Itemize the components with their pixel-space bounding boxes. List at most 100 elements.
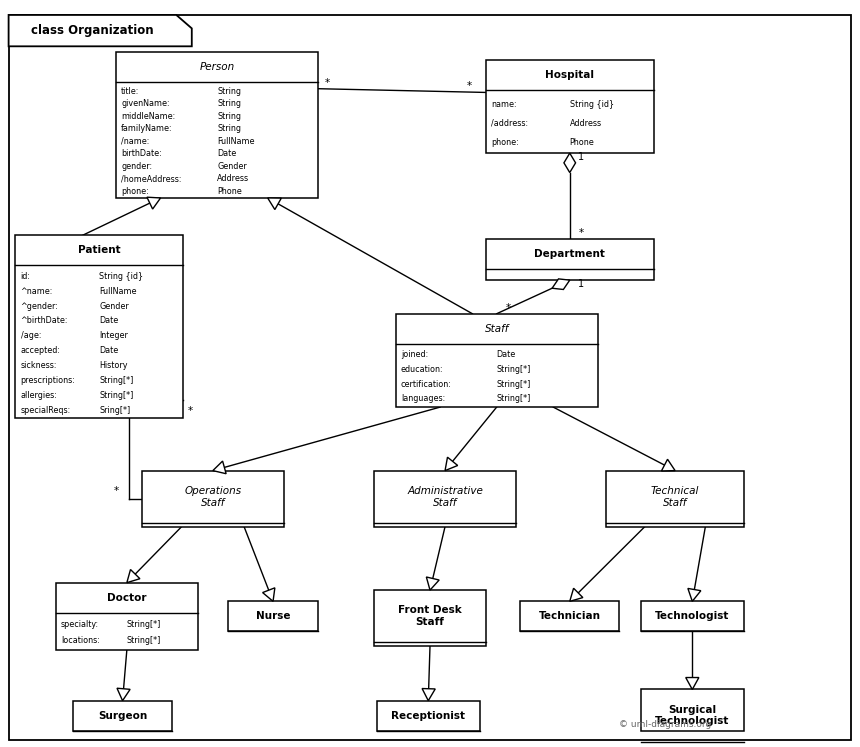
Text: Phone: Phone — [569, 138, 594, 147]
Text: id:: id: — [21, 272, 31, 281]
Text: FullName: FullName — [99, 287, 137, 296]
Text: © uml-diagrams.org: © uml-diagrams.org — [619, 720, 711, 729]
Text: FullName: FullName — [217, 137, 255, 146]
Text: certification:: certification: — [401, 379, 452, 388]
Text: Date: Date — [497, 350, 516, 359]
Text: *: * — [325, 78, 330, 87]
Bar — [374, 471, 516, 527]
Bar — [377, 701, 480, 731]
Text: ^name:: ^name: — [21, 287, 53, 296]
Text: specialReqs:: specialReqs: — [21, 406, 71, 415]
Text: Technical
Staff: Technical Staff — [651, 486, 699, 507]
Text: Front Desk
Staff: Front Desk Staff — [398, 606, 462, 627]
Text: prescriptions:: prescriptions: — [21, 376, 76, 385]
Text: Technician: Technician — [538, 611, 601, 622]
Bar — [228, 601, 318, 631]
Bar — [641, 601, 744, 631]
Text: String[*]: String[*] — [99, 391, 133, 400]
Text: String: String — [217, 87, 241, 96]
Polygon shape — [117, 688, 130, 701]
Text: String {id}: String {id} — [99, 272, 144, 281]
Text: String[*]: String[*] — [127, 620, 161, 629]
Text: String[*]: String[*] — [127, 636, 161, 645]
Text: Integer: Integer — [99, 332, 128, 341]
Text: *: * — [187, 406, 193, 416]
Polygon shape — [685, 678, 699, 689]
Text: title:: title: — [121, 87, 139, 96]
Text: 1: 1 — [578, 279, 585, 289]
Polygon shape — [422, 689, 435, 701]
Text: Address: Address — [217, 174, 249, 183]
Text: middleName:: middleName: — [121, 112, 175, 121]
Text: education:: education: — [401, 365, 444, 374]
Text: *: * — [467, 81, 472, 91]
Polygon shape — [127, 569, 140, 583]
Text: Gender: Gender — [99, 302, 129, 311]
Text: Receptionist: Receptionist — [391, 710, 465, 721]
Bar — [520, 601, 619, 631]
Text: Doctor: Doctor — [108, 592, 146, 603]
Text: specialty:: specialty: — [61, 620, 99, 629]
Text: accepted:: accepted: — [21, 346, 61, 355]
Text: class Organization: class Organization — [31, 24, 154, 37]
Polygon shape — [661, 459, 675, 471]
Text: Person: Person — [200, 62, 235, 72]
Text: String: String — [217, 99, 241, 108]
Bar — [142, 471, 284, 527]
Bar — [486, 60, 654, 153]
Text: Gender: Gender — [217, 161, 247, 171]
Polygon shape — [267, 198, 281, 210]
Text: /address:: /address: — [491, 119, 528, 128]
Bar — [374, 590, 486, 646]
Text: languages:: languages: — [401, 394, 445, 403]
Text: Sring[*]: Sring[*] — [99, 406, 131, 415]
Text: allergies:: allergies: — [21, 391, 58, 400]
Text: Administrative
Staff: Administrative Staff — [407, 486, 483, 507]
Text: /name:: /name: — [121, 137, 150, 146]
Polygon shape — [688, 589, 701, 601]
Text: Operations
Staff: Operations Staff — [184, 486, 242, 507]
Bar — [56, 583, 198, 650]
Polygon shape — [9, 15, 192, 46]
Text: birthDate:: birthDate: — [121, 149, 162, 158]
Text: String[*]: String[*] — [99, 376, 133, 385]
Polygon shape — [569, 588, 583, 601]
Text: 1: 1 — [578, 152, 585, 162]
Text: sickness:: sickness: — [21, 361, 57, 370]
Text: *: * — [578, 228, 583, 238]
Text: phone:: phone: — [121, 187, 149, 196]
Text: ^birthDate:: ^birthDate: — [21, 317, 68, 326]
Text: String[*]: String[*] — [497, 365, 531, 374]
Text: Date: Date — [217, 149, 237, 158]
Text: Hospital: Hospital — [545, 69, 594, 80]
Text: locations:: locations: — [61, 636, 100, 645]
Text: History: History — [99, 361, 128, 370]
Text: Phone: Phone — [217, 187, 242, 196]
Text: Date: Date — [99, 346, 119, 355]
Text: gender:: gender: — [121, 161, 152, 171]
Polygon shape — [552, 279, 569, 290]
Bar — [606, 471, 744, 527]
Bar — [116, 52, 318, 198]
Polygon shape — [445, 457, 458, 471]
Text: familyName:: familyName: — [121, 124, 173, 134]
Text: name:: name: — [491, 99, 517, 108]
Bar — [641, 689, 744, 731]
Polygon shape — [262, 588, 275, 601]
Bar — [486, 239, 654, 280]
Text: String: String — [217, 112, 241, 121]
Text: *: * — [114, 486, 119, 496]
Text: *: * — [506, 303, 510, 313]
Text: Staff: Staff — [484, 323, 509, 334]
Text: ^gender:: ^gender: — [21, 302, 58, 311]
Text: Date: Date — [99, 317, 119, 326]
Polygon shape — [564, 153, 575, 173]
Polygon shape — [213, 461, 226, 474]
Text: phone:: phone: — [491, 138, 519, 147]
Polygon shape — [147, 197, 161, 209]
Text: Technologist: Technologist — [655, 611, 729, 622]
Text: joined:: joined: — [401, 350, 428, 359]
Text: Nurse: Nurse — [255, 611, 291, 622]
Text: String[*]: String[*] — [497, 379, 531, 388]
Bar — [396, 314, 598, 407]
